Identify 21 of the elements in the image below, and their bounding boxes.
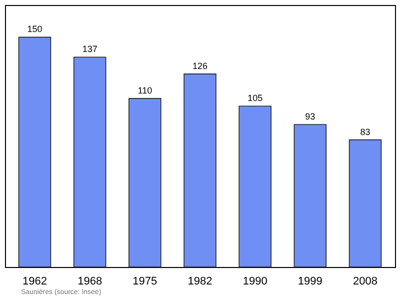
- x-tick-label: 1975: [132, 276, 158, 288]
- data-label: 83: [360, 126, 370, 137]
- x-tick-label: 1968: [78, 276, 102, 288]
- bar: [73, 56, 106, 268]
- data-label: 137: [82, 44, 98, 54]
- data-label: 93: [305, 112, 316, 122]
- x-tick-label: 1982: [188, 276, 212, 288]
- x-tick-label: 2008: [353, 276, 378, 288]
- bar: [128, 98, 162, 268]
- bar: [18, 36, 52, 268]
- bar: [238, 106, 272, 268]
- bar: [184, 74, 216, 268]
- x-tick-label: 1999: [298, 276, 322, 288]
- x-tick-label: 1990: [242, 276, 268, 288]
- data-label: 105: [248, 93, 263, 104]
- data-label: 150: [27, 24, 42, 34]
- x-tick-label: 1962: [22, 276, 47, 288]
- data-label: 110: [138, 85, 152, 96]
- data-label: 126: [192, 60, 208, 71]
- bar: [348, 139, 382, 268]
- bar: [294, 124, 327, 268]
